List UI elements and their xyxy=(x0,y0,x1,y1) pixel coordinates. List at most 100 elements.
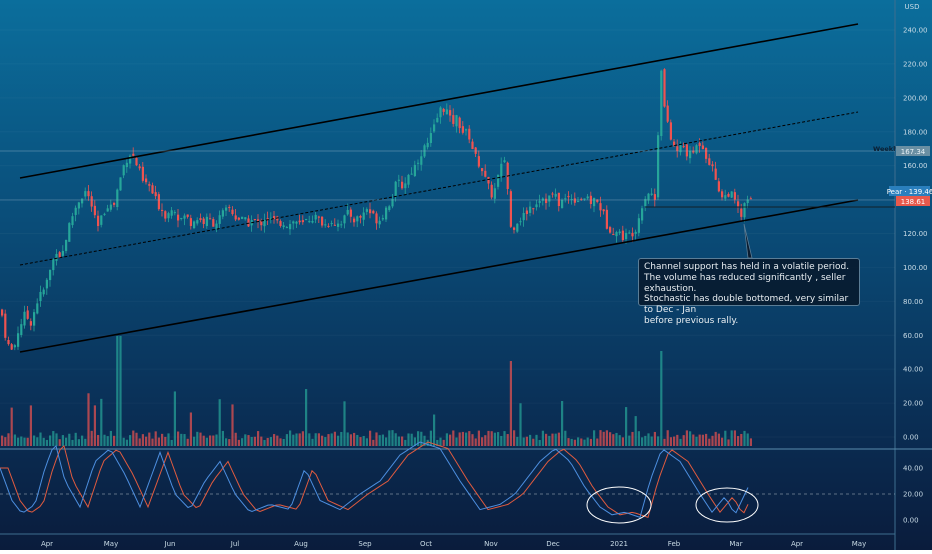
volume-bar xyxy=(541,430,544,446)
candle-body xyxy=(407,174,410,185)
volume-bar xyxy=(135,432,138,446)
channel-lines xyxy=(0,23,895,353)
candle-body xyxy=(605,209,608,229)
volume-bar xyxy=(29,405,32,446)
candle-body xyxy=(532,208,535,210)
volume-bar xyxy=(42,437,45,446)
annotation-note[interactable]: Channel support has held in a volatile p… xyxy=(638,258,860,326)
candle-body xyxy=(330,223,333,225)
volume-bar xyxy=(157,437,160,446)
candle-body xyxy=(673,141,676,146)
candle-body xyxy=(426,142,429,148)
volume-bar xyxy=(276,435,279,446)
volume-bar xyxy=(295,433,298,446)
candle-body xyxy=(429,133,432,143)
stoch-tick-label: 40.00 xyxy=(903,465,923,473)
candle-body xyxy=(733,192,736,200)
candle-body xyxy=(129,155,132,164)
note-line: before previous rally. xyxy=(644,315,739,326)
volume-bar xyxy=(474,438,477,446)
x-tick-label: Jul xyxy=(230,540,240,548)
candle-body xyxy=(241,216,244,219)
volume-bar xyxy=(692,434,695,446)
candle-body xyxy=(714,168,717,180)
stoch-tick-label: 20.00 xyxy=(903,491,923,499)
volume-bar xyxy=(317,433,320,446)
volume-bar xyxy=(20,436,23,446)
candle-body xyxy=(17,333,20,347)
volume-bar xyxy=(343,401,346,446)
volume-bar xyxy=(673,436,676,446)
volume-bar xyxy=(237,439,240,446)
volume-bar xyxy=(481,437,484,446)
candle-body xyxy=(221,210,224,217)
candle-body xyxy=(282,225,285,228)
volume-bar xyxy=(221,430,224,446)
ticker-price-value: Pear · 139.46 xyxy=(887,188,932,196)
weekly-sr-value: 167.34 xyxy=(901,148,926,156)
candle-body xyxy=(500,163,503,177)
candle-body xyxy=(353,218,356,223)
candle-body xyxy=(557,192,560,207)
note-line: The volume has reduced significantly , s… xyxy=(644,272,846,294)
candle-body xyxy=(589,195,592,205)
candle-body xyxy=(647,193,650,201)
volume-bar xyxy=(17,437,20,446)
candle-body xyxy=(657,135,660,198)
volume-bar xyxy=(215,434,218,446)
volume-bar xyxy=(420,431,423,446)
candle-body xyxy=(586,196,589,199)
candle-body xyxy=(228,207,231,209)
volume-bar xyxy=(289,430,292,446)
volume-bar xyxy=(653,431,656,446)
candle-body xyxy=(749,198,752,200)
candle-body xyxy=(199,218,202,220)
volume-bar xyxy=(545,433,548,446)
candle-body xyxy=(205,216,208,226)
currency-label: USD xyxy=(905,3,920,11)
channel-lower xyxy=(19,199,859,353)
volume-bar xyxy=(548,435,551,446)
candle-body xyxy=(292,221,295,224)
candle-body xyxy=(273,216,276,220)
candle-body xyxy=(301,220,304,223)
volume-bar xyxy=(84,438,87,446)
candle-body xyxy=(125,162,128,168)
candle-body xyxy=(45,279,48,289)
volume-bar xyxy=(628,435,631,446)
volume-bar xyxy=(586,437,589,446)
volume-bar xyxy=(721,437,724,446)
note-line: Channel support has held in a volatile p… xyxy=(644,262,850,272)
stoch-circle-2 xyxy=(695,487,759,523)
volume-bar xyxy=(1,435,4,446)
volume-bar xyxy=(698,434,701,446)
candle-body xyxy=(61,250,64,256)
candle-body xyxy=(410,173,413,175)
volume-bar xyxy=(641,437,644,446)
volume-bar xyxy=(727,439,730,446)
volume-bar xyxy=(33,435,36,446)
x-tick-label: Apr xyxy=(41,540,53,548)
candle-body xyxy=(231,209,234,215)
volume-bar xyxy=(65,437,68,446)
candle-body xyxy=(433,124,436,132)
weekly-sr-marker: Weekly S|R 167.34 xyxy=(873,145,930,156)
candle-body xyxy=(743,203,746,218)
candle-body xyxy=(730,191,733,198)
stoch-k-line xyxy=(0,441,749,519)
candle-body xyxy=(503,160,506,163)
candle-body xyxy=(689,150,692,159)
candle-body xyxy=(676,146,679,152)
candle-body xyxy=(653,194,656,200)
volume-bar xyxy=(129,435,132,446)
candle-body xyxy=(551,193,554,195)
volume-bar xyxy=(7,433,10,446)
volume-bar xyxy=(522,437,525,446)
candle-body xyxy=(132,153,135,156)
volume-bar xyxy=(266,437,269,446)
y-tick-label: 200.00 xyxy=(903,94,928,102)
y-tick-label: 40.00 xyxy=(903,366,923,374)
volume-bar xyxy=(596,438,599,446)
